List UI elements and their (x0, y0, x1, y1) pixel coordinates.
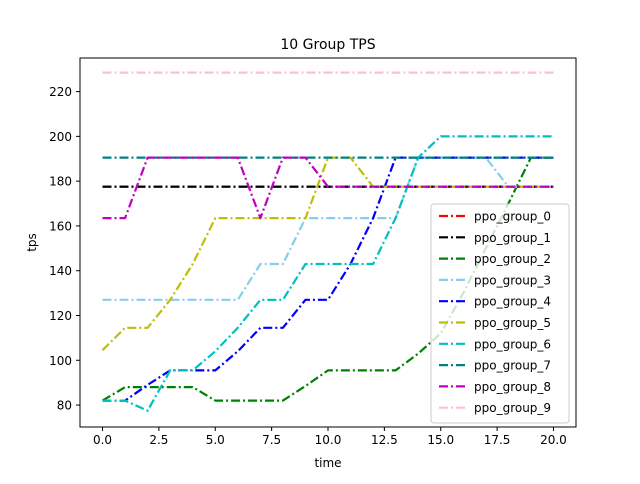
legend: ppo_group_0 ppo_group_1 ppo_group_2 ppo_gro… (430, 203, 570, 424)
legend-label: ppo_group_8 (474, 380, 551, 394)
y-tick-label: 100 (49, 354, 72, 368)
x-tick-label: 5.0 (206, 433, 225, 447)
legend-label: ppo_group_6 (474, 337, 551, 351)
series-line-ppo_group_6 (102, 135, 554, 412)
y-tick-label: 220 (49, 85, 72, 99)
legend-label: ppo_group_5 (474, 316, 551, 330)
x-tick-label: 0.0 (93, 433, 112, 447)
x-axis: 0.0 2.5 5.0 7.5 10.0 12.5 15.0 17.5 20.0 (93, 427, 567, 447)
y-axis-label: tps (25, 233, 39, 252)
y-tick-label: 120 (49, 309, 72, 323)
chart-title: 10 Group TPS (280, 37, 375, 53)
x-tick-label: 7.5 (262, 433, 281, 447)
legend-label: ppo_group_4 (474, 295, 551, 309)
y-tick-label: 160 (49, 219, 72, 233)
y-tick-label: 180 (49, 175, 72, 189)
legend-label: ppo_group_3 (474, 273, 551, 287)
x-tick-label: 12.5 (371, 433, 398, 447)
legend-label: ppo_group_9 (474, 401, 551, 415)
y-tick-label: 200 (49, 130, 72, 144)
x-tick-label: 2.5 (149, 433, 168, 447)
legend-label: ppo_group_7 (474, 359, 551, 373)
x-axis-label: time (314, 456, 341, 470)
legend-box (430, 203, 570, 424)
y-tick-label: 140 (49, 264, 72, 278)
y-tick-label: 80 (57, 399, 72, 413)
series-line-ppo_group_8 (102, 156, 554, 220)
legend-label: ppo_group_2 (474, 252, 551, 266)
series-line-ppo_group_5 (101, 156, 554, 351)
legend-label: ppo_group_1 (474, 231, 551, 245)
x-tick-label: 17.5 (484, 433, 511, 447)
x-tick-label: 20.0 (540, 433, 567, 447)
x-tick-label: 15.0 (427, 433, 454, 447)
y-axis: 80 100 120 140 160 180 200 220 (49, 85, 80, 413)
legend-label: ppo_group_0 (474, 210, 551, 224)
x-tick-label: 10.0 (315, 433, 342, 447)
